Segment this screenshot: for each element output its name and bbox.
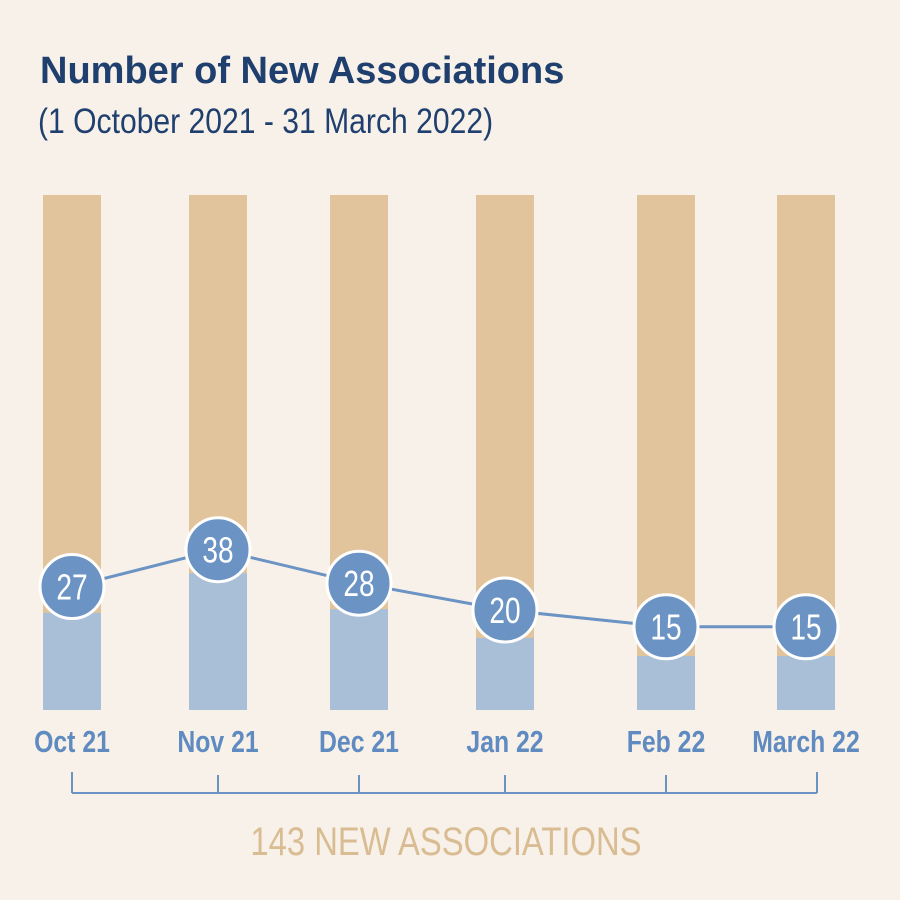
value-markers: 27 38 28 20 15 15 [38,516,840,661]
data-label: 27 [56,567,87,607]
bar [476,638,534,710]
data-label: 15 [790,607,821,647]
bar [330,609,388,710]
value-marker [471,576,539,644]
category-label: Oct 21 [34,724,110,758]
value-marker [325,549,393,617]
bar [189,573,247,710]
bar [777,656,835,710]
bar [637,656,695,710]
category-label: Feb 22 [627,724,706,758]
category-labels: Oct 21 Nov 21 Dec 21 Jan 22 Feb 22 March 22 [34,724,860,758]
total-label: 143 NEW ASSOCIATIONS [250,819,641,864]
bar [43,612,101,710]
category-label: Nov 21 [177,724,258,758]
value-marker [772,593,840,661]
chart-subtitle: (1 October 2021 - 31 March 2022) [38,102,494,141]
data-label: 28 [343,564,374,604]
value-marker [38,553,106,621]
bar-fills [43,573,835,710]
value-marker [184,516,252,584]
data-label: 20 [489,591,520,631]
bar-tracks [43,195,835,710]
category-label: Jan 22 [466,724,543,758]
category-label: Dec 21 [319,724,399,758]
data-label: 38 [202,530,233,570]
value-marker [632,593,700,661]
chart-title: Number of New Associations [40,50,565,92]
data-label: 15 [650,607,681,647]
category-label: March 22 [752,724,859,758]
total-bracket [71,772,818,794]
